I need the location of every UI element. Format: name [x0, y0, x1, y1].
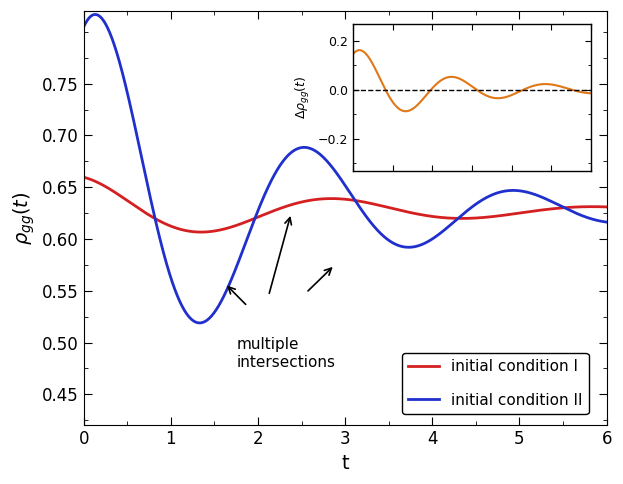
- Text: multiple
intersections: multiple intersections: [236, 337, 335, 370]
- Y-axis label: $\rho_{gg}(t)$: $\rho_{gg}(t)$: [11, 192, 37, 245]
- initial condition II: [536, 194, 544, 199]
- initial condition I: [140, 209, 147, 214]
- initial condition I: [303, 198, 311, 204]
- initial condition II: [303, 145, 311, 151]
- Line: initial condition I: initial condition I: [83, 177, 607, 232]
- initial condition I: [593, 204, 601, 210]
- initial condition II: [603, 219, 611, 225]
- initial condition I: [536, 207, 544, 213]
- initial condition II: [196, 320, 204, 326]
- initial condition I: [80, 174, 87, 180]
- initial condition II: [92, 12, 99, 17]
- initial condition II: [140, 164, 147, 169]
- initial condition I: [197, 229, 205, 235]
- initial condition I: [603, 204, 611, 210]
- Line: initial condition II: initial condition II: [83, 15, 607, 323]
- initial condition I: [281, 204, 288, 210]
- X-axis label: t: t: [341, 454, 349, 473]
- initial condition II: [281, 156, 288, 162]
- initial condition II: [593, 217, 601, 223]
- Legend: initial condition I, initial condition II: initial condition I, initial condition I…: [402, 353, 589, 414]
- initial condition I: [171, 225, 178, 230]
- initial condition II: [171, 286, 178, 292]
- initial condition II: [80, 24, 87, 30]
